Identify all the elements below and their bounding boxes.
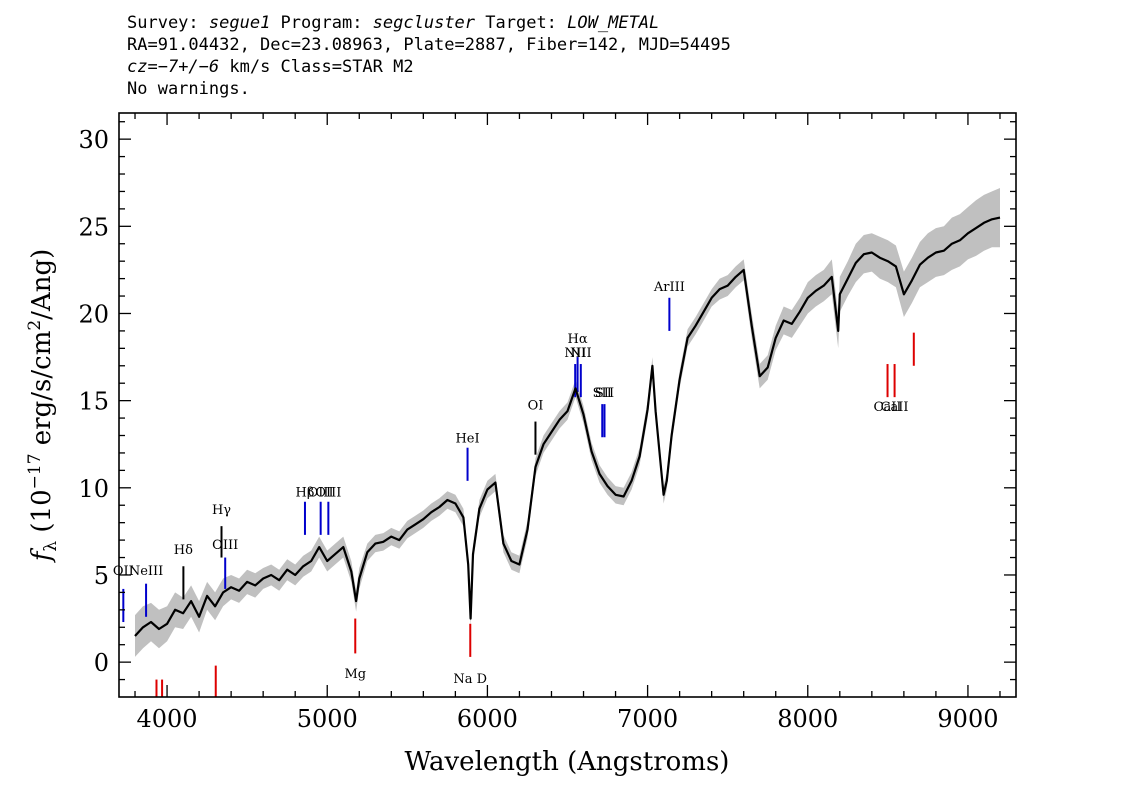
y-tick-label: 5	[94, 562, 109, 590]
y-tick-label: 0	[94, 649, 109, 677]
flux-error-band	[135, 188, 1000, 657]
line-label-2: Hδ	[174, 543, 193, 558]
flux-layer	[134, 216, 1001, 637]
line-marker-layer	[122, 297, 915, 697]
line-label-10: Na D	[453, 672, 487, 687]
line-label-14: NII	[570, 346, 592, 361]
header-line-survey: Survey: segue1 Program: segcluster Targe…	[127, 12, 731, 34]
program-label: Program:	[270, 13, 373, 33]
target-value: LOW_METAL	[567, 13, 660, 33]
line-label-16: SII	[595, 386, 614, 401]
x-tick-label: 4000	[137, 705, 198, 733]
line-label-11: OI	[528, 398, 544, 413]
y-tick-label: 30	[78, 126, 109, 154]
cz-label: cz	[127, 57, 148, 77]
survey-value: segue1	[208, 13, 271, 33]
line-label-8: Mg	[344, 667, 366, 682]
target-label: Target:	[475, 13, 568, 33]
y-tick-label: 20	[78, 300, 109, 328]
line-label-18: CaII	[874, 400, 902, 415]
line-label-9: HeI	[455, 431, 479, 446]
x-tick-label: 5000	[297, 705, 358, 733]
cz-rest: km/s Class=STAR M2	[219, 57, 414, 77]
x-tick-label: 8000	[777, 705, 838, 733]
line-label-3: Hγ	[212, 503, 231, 518]
header-line-warnings: No warnings.	[127, 79, 250, 99]
header-line-coordinates: RA=91.04432, Dec=23.08963, Plate=2887, F…	[127, 35, 731, 55]
line-label-13: Hα	[568, 332, 588, 347]
program-value: segcluster	[372, 13, 476, 33]
plot-frame	[118, 112, 1017, 698]
spectrum-header: Survey: segue1 Program: segcluster Targe…	[127, 12, 731, 100]
line-label-4: OIII	[212, 538, 238, 553]
line-label-7: OIII	[315, 486, 341, 501]
y-tick-label: 15	[78, 388, 109, 416]
axes-layer: 4000 5000 6000 7000 8000 9000 0 5 10 15 20 25 30	[78, 113, 1016, 733]
line-label-17: ArIII	[653, 280, 685, 295]
y-tick-label: 10	[78, 475, 109, 503]
y-tick-label: 25	[78, 213, 109, 241]
cz-value: =−7+/−6	[147, 57, 220, 77]
line-label-19: CaII	[881, 400, 909, 415]
error-band-layer	[135, 188, 1000, 657]
header-line-redshift: cz=−7+/−6 km/s Class=STAR M2	[127, 56, 731, 78]
line-label-6: OIII	[308, 486, 334, 501]
line-label-12: NII	[564, 346, 586, 361]
x-tick-label: 7000	[617, 705, 678, 733]
x-tick-label: 9000	[937, 705, 998, 733]
flux-line	[134, 216, 1001, 637]
line-label-1: NeIII	[129, 564, 163, 579]
survey-label: Survey:	[127, 13, 209, 33]
x-tick-label: 6000	[457, 705, 518, 733]
line-label-15: SII	[593, 386, 612, 401]
x-axis-label: Wavelength (Angstroms)	[405, 747, 730, 777]
y-axis-label: fλ (10−17 erg/s/cm2/Ang)	[25, 249, 61, 564]
line-label-5: Hβ	[296, 486, 315, 501]
